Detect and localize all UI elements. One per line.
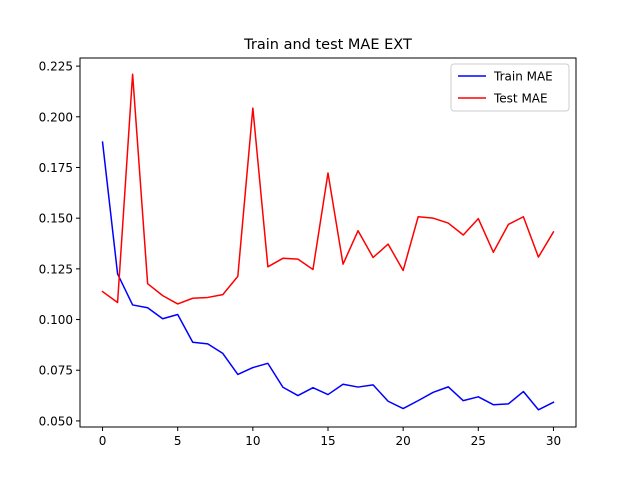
- x-tick-label-5: 5: [174, 434, 182, 448]
- series-line-test-mae: [101, 73, 555, 305]
- y-tick-label-0.100: 0.100: [39, 313, 73, 327]
- legend: Train MAE Test MAE: [450, 63, 570, 112]
- y-tick-label-0.125: 0.125: [39, 262, 73, 276]
- x-tick-label-30: 30: [546, 434, 561, 448]
- chart-title: Train and test MAE EXT: [243, 37, 412, 53]
- x-tick-label-10: 10: [245, 434, 260, 448]
- series-line-train-mae: [101, 141, 555, 411]
- y-tick-label-0.050: 0.050: [39, 414, 73, 428]
- legend-label-test: Test MAE: [493, 92, 548, 106]
- legend-label-train: Train MAE: [493, 70, 553, 84]
- x-tick-label-25: 25: [471, 434, 486, 448]
- x-tick-label-0: 0: [99, 434, 107, 448]
- y-tick-label-0.225: 0.225: [39, 60, 73, 74]
- plot-area: 0 5 10 15 20 25 30 0.050 0.075 0.100 0.125 0.150 0.1…: [39, 60, 561, 448]
- y-tick-label-0.075: 0.075: [39, 364, 73, 378]
- y-tick-label-0.175: 0.175: [39, 161, 73, 175]
- axes-frame: [79, 57, 577, 428]
- x-tick-label-15: 15: [320, 434, 335, 448]
- y-tick-label-0.200: 0.200: [39, 110, 73, 124]
- x-tick-label-20: 20: [396, 434, 411, 448]
- y-tick-label-0.150: 0.150: [39, 212, 73, 226]
